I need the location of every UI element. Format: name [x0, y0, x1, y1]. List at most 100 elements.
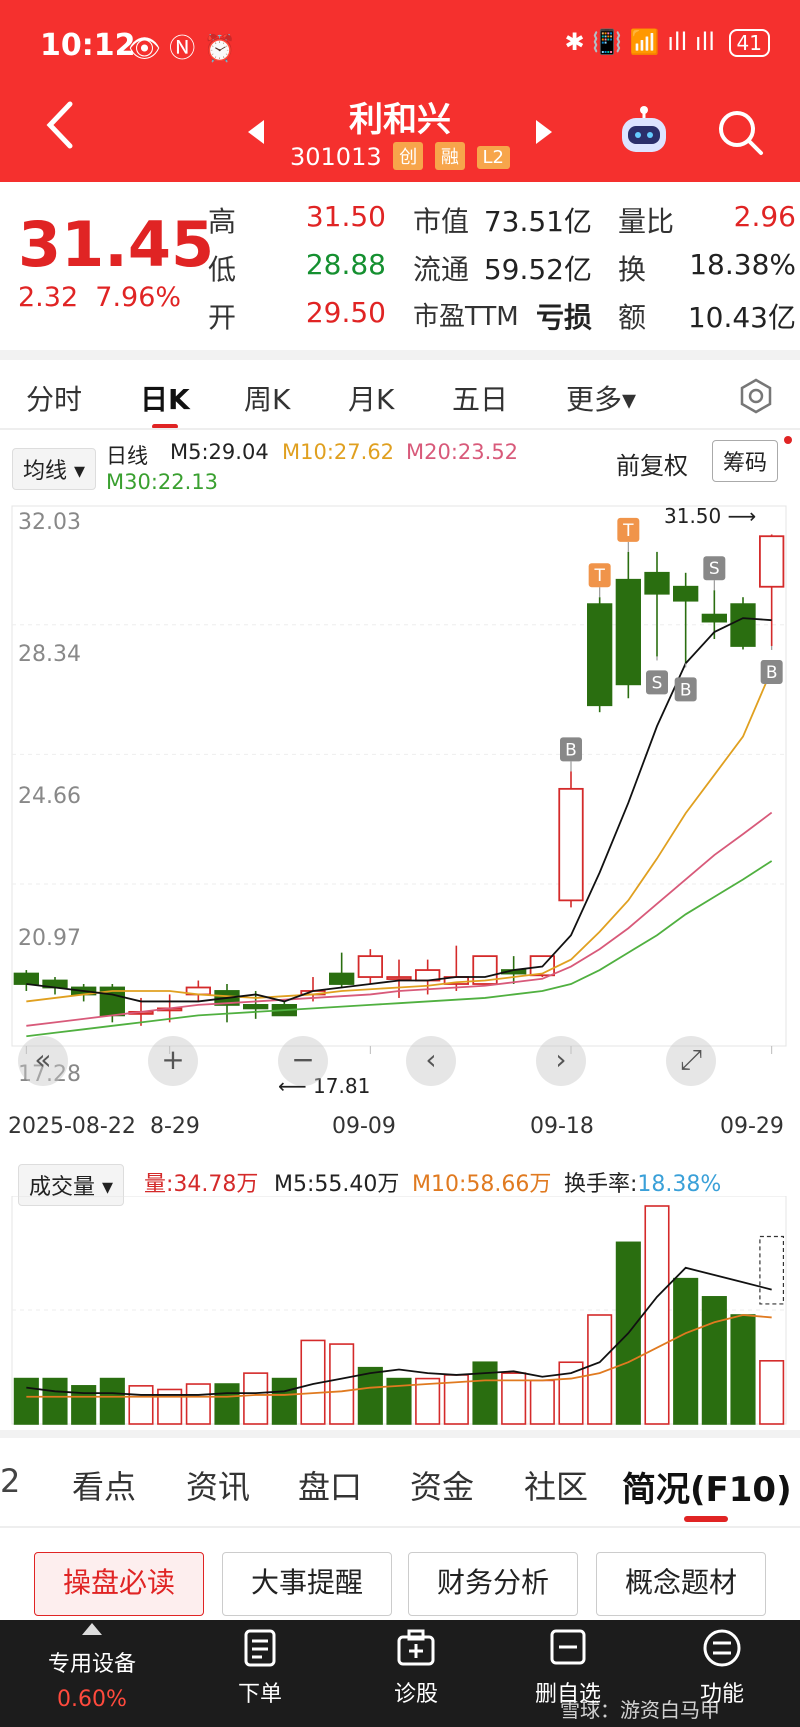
volume-bar [13, 1377, 39, 1425]
status-right: ✱ 📳 📶 ıll ıll 41 [565, 28, 770, 57]
value-low: 28.88 [305, 248, 386, 281]
volume-bar [759, 1360, 785, 1425]
marker-badge [617, 517, 640, 542]
tag-rong: 融 [434, 142, 465, 170]
volume-bar [415, 1377, 441, 1425]
status-time: 10:12 [40, 28, 136, 63]
tab-community[interactable]: 社区 [524, 1468, 589, 1506]
tab-monthly-k[interactable]: 月K [348, 383, 395, 416]
low-annotation: ⟵ 17.81 [278, 1074, 370, 1098]
nav-functions[interactable]: 功能 [662, 1628, 782, 1708]
volume-bar [701, 1296, 727, 1425]
pill-concepts[interactable]: 概念题材 [596, 1552, 766, 1616]
value-turnover: 18.38% [689, 248, 796, 281]
tab-f10[interactable]: 简况(F10) [622, 1470, 792, 1510]
volume-bar [271, 1377, 297, 1425]
triangle-right-icon [536, 120, 552, 144]
tab-daily-k[interactable]: 日K [140, 383, 190, 416]
tab-indicator [152, 424, 178, 429]
volume-bar [243, 1372, 269, 1425]
tab-partial[interactable]: 2 [0, 1462, 21, 1500]
marker-text: B [766, 663, 778, 683]
nav-diagnose-label: 诊股 [393, 1682, 438, 1707]
app-header: 10:12 👁 Ⓝ ⏰ ✱ 📳 📶 ıll ıll 41 利和兴 301013 … [0, 0, 800, 182]
prev-stock-button[interactable] [246, 118, 266, 150]
robot-assistant-button[interactable] [616, 104, 672, 160]
zoom-in-button[interactable]: + [148, 1036, 198, 1086]
current-price: 31.45 [18, 208, 215, 281]
watermark: 雪球：游资白马甲 [560, 1698, 720, 1722]
nav-functions-label: 功能 [699, 1682, 744, 1707]
value-float-cap: 59.52亿 [483, 253, 592, 286]
tab-intraday[interactable]: 分时 [26, 383, 83, 416]
turnover-rate: 换手率:18.38% [564, 1166, 721, 1198]
caret-up-icon [82, 1620, 102, 1639]
period-label: 日线 [106, 444, 148, 468]
search-button[interactable] [716, 108, 764, 160]
fullscreen-button[interactable]: ⤢ [666, 1036, 716, 1086]
volume-bar [128, 1385, 154, 1425]
next-stock-button[interactable] [534, 118, 554, 150]
tab-highlights[interactable]: 看点 [72, 1468, 137, 1506]
marker-badge [760, 659, 783, 684]
scroll-right-button[interactable]: › [536, 1036, 586, 1086]
search-icon [719, 111, 763, 155]
tab-five-day[interactable]: 五日 [452, 383, 509, 416]
nav-order-label: 下单 [237, 1682, 282, 1707]
volume-chart[interactable] [0, 1196, 800, 1428]
ma-selector[interactable]: 均线 ▾ [12, 448, 97, 490]
price-change: 2.32 7.96% [18, 282, 181, 313]
label-float-cap: 流通 [413, 253, 470, 286]
legend-m30: M30:22.13 [106, 470, 219, 494]
volume-bar [386, 1377, 412, 1425]
tab-weekly-k[interactable]: 周K [244, 383, 291, 416]
tab-news[interactable]: 资讯 [186, 1468, 251, 1506]
candle-body [644, 571, 670, 595]
triangle-left-icon [248, 120, 264, 144]
bottom-tab-indicator [684, 1516, 728, 1522]
divider [0, 1430, 800, 1438]
candle-body [243, 1004, 269, 1010]
volume-bar [329, 1343, 355, 1425]
tab-capital[interactable]: 资金 [410, 1468, 475, 1506]
document-icon [200, 1628, 320, 1676]
x-label-3: 09-09 [332, 1114, 396, 1139]
adjust-mode[interactable]: 前复权 [616, 452, 688, 480]
marker-text: S [652, 673, 663, 693]
y-label-4: 20.97 [18, 926, 81, 951]
change-percent: 7.96% [95, 282, 182, 313]
pill-financials[interactable]: 财务分析 [408, 1552, 578, 1616]
volume-bar [673, 1277, 699, 1425]
candle-body [730, 603, 756, 647]
turnover-label: 换手率: [564, 1172, 638, 1197]
scroll-left-button[interactable]: ‹ [406, 1036, 456, 1086]
nav-order[interactable]: 下单 [200, 1628, 320, 1708]
label-market-cap: 市值 [413, 205, 470, 238]
tab-more[interactable]: 更多▾ [566, 383, 637, 416]
pill-must-read[interactable]: 操盘必读 [34, 1552, 204, 1616]
status-icons: 👁 Ⓝ ⏰ [128, 34, 236, 64]
zoom-out-button[interactable]: « [18, 1036, 68, 1086]
marker-text: B [565, 740, 577, 760]
volume-bar [71, 1385, 97, 1425]
volume-m5: M5:55.40万 [274, 1172, 400, 1197]
nav-diagnose[interactable]: 诊股 [356, 1628, 476, 1708]
back-button[interactable] [44, 100, 78, 161]
nav-sector[interactable]: 专用设备 0.60% [32, 1646, 152, 1722]
tab-order-book[interactable]: 盘口 [298, 1468, 363, 1506]
ma30-line [26, 860, 773, 1038]
value-amount: 10.43亿 [687, 301, 796, 334]
zoom-reduce-button[interactable]: − [278, 1036, 328, 1086]
volume-m5-line [26, 1266, 772, 1396]
low-price-label: 17.81 [313, 1074, 371, 1098]
high-price-label: 31.50 [664, 504, 722, 528]
pill-events[interactable]: 大事提醒 [222, 1552, 392, 1616]
nav-remove-watchlist[interactable]: 删自选 [508, 1628, 628, 1708]
candle-body [357, 955, 383, 978]
nav-sector-label: 专用设备 [47, 1652, 136, 1677]
candle-body [13, 972, 39, 985]
battery-icon: 41 [728, 29, 770, 57]
chart-settings-button[interactable] [738, 378, 774, 418]
chips-button[interactable]: 筹码 [712, 440, 779, 482]
